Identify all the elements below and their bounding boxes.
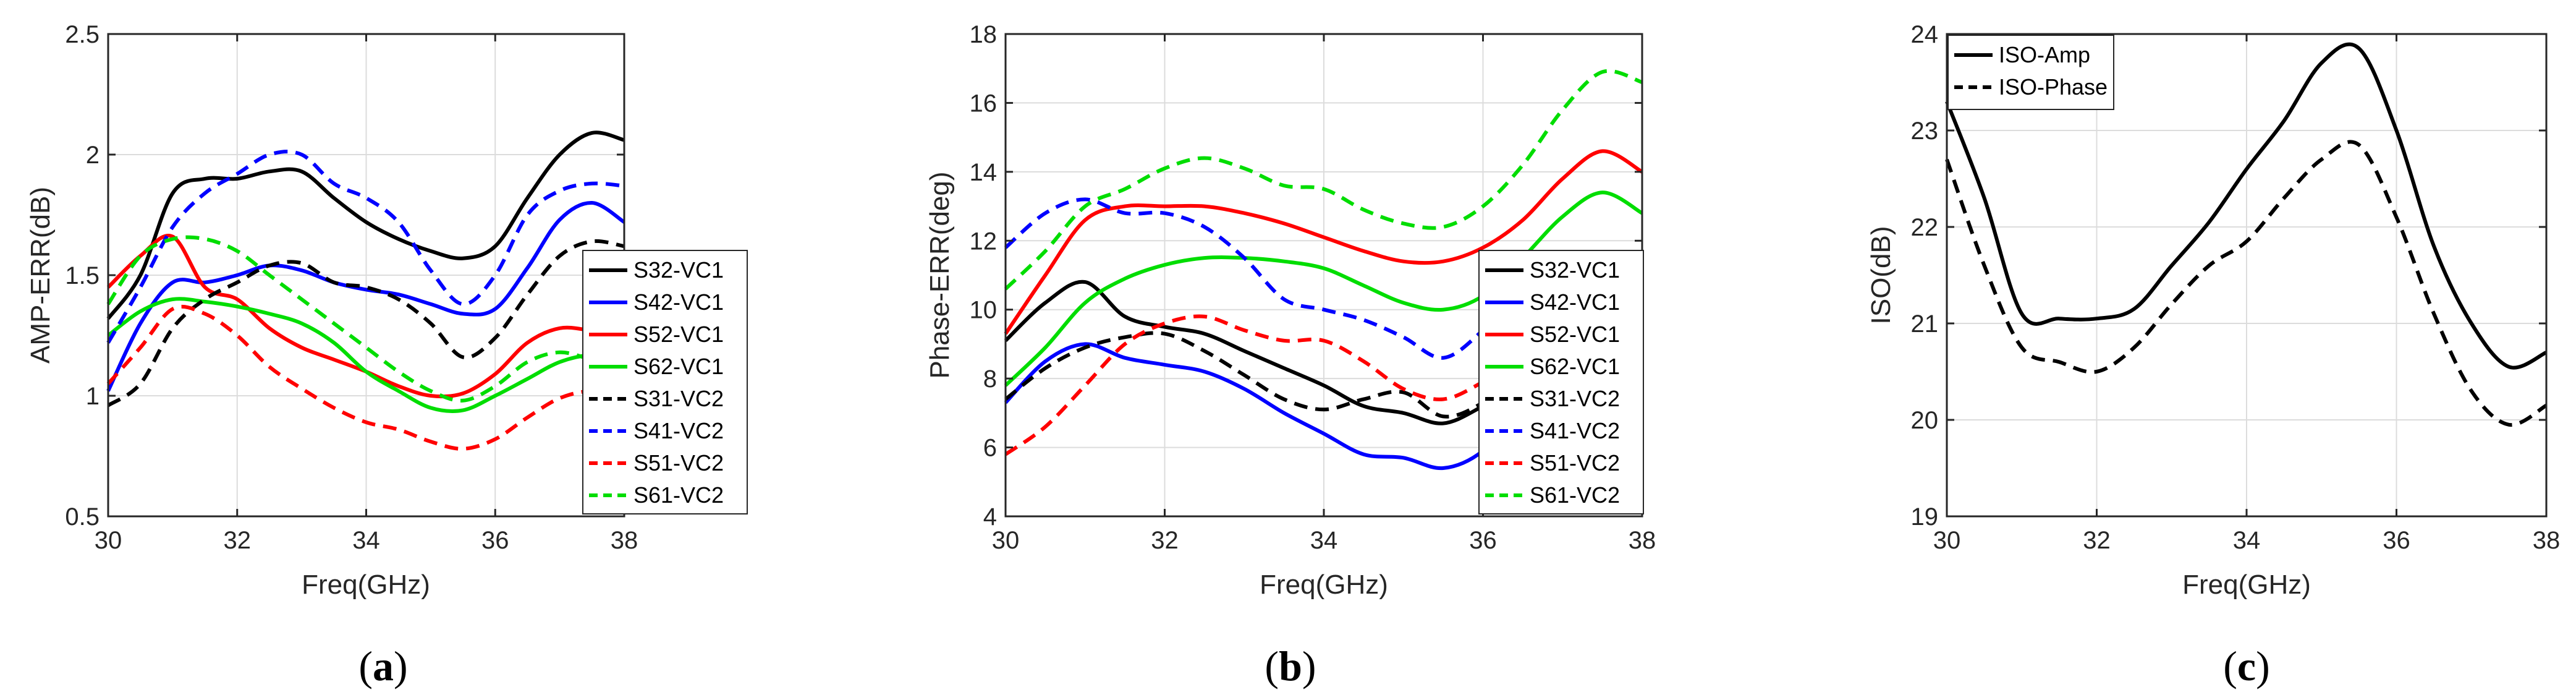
legend-label: S51-VC2 (1530, 450, 1620, 476)
series-lines (106, 130, 625, 451)
y-tick-label: 1 (86, 383, 100, 410)
x-tick-label: 36 (481, 527, 509, 554)
x-tick-label: 30 (1933, 527, 1961, 554)
series-line-s61-vc2 (1004, 69, 1643, 291)
series-line-s51-vc2 (106, 304, 625, 451)
series-line-s41-vc2 (106, 150, 625, 344)
series-line-s31-vc2 (107, 239, 625, 408)
x-axis-label: Freq(GHz) (2182, 570, 2311, 600)
x-tick-label: 38 (1629, 527, 1656, 554)
legend-box (1478, 250, 1644, 514)
panel-caption-b: (b) (1265, 642, 1316, 689)
legend-label: S42-VC1 (633, 289, 724, 315)
legend-box (1947, 35, 2114, 110)
series-line-s32-vc1 (106, 130, 625, 320)
y-tick-label: 18 (970, 21, 998, 48)
y-tick-label: 20 (1911, 407, 1939, 434)
legend-label: S52-VC1 (633, 322, 724, 347)
y-tick-label: 2 (86, 142, 100, 169)
panel-c: 19 20 21 22 23 24 30 32 34 36 38 Freq(GHz) ISO(dB… (1866, 21, 2560, 689)
legend-label: S61-VC2 (1530, 482, 1620, 508)
legend-label: S41-VC2 (1530, 418, 1620, 443)
legend-box (582, 250, 748, 514)
y-tick-label: 21 (1911, 310, 1939, 338)
y-axis-label: Phase-ERR(deg) (925, 171, 955, 378)
legend-label: S42-VC1 (1530, 289, 1620, 315)
y-tick-label: 0.5 (65, 503, 100, 531)
series-line-s62-vc1 (107, 297, 625, 413)
x-tick-label: 32 (224, 527, 252, 554)
panel-b: 4 6 8 10 12 14 16 18 30 32 34 36 38 Freq(GHz) Phase… (925, 21, 1656, 689)
series-line-s61-vc2 (106, 235, 625, 403)
x-tick-label: 34 (1310, 527, 1338, 554)
x-tick-label: 38 (2533, 527, 2561, 554)
x-tick-label: 32 (2083, 527, 2111, 554)
y-axis-label: ISO(dB) (1866, 226, 1896, 325)
panel-caption-letter: b (1279, 642, 1302, 689)
x-tick-label: 30 (992, 527, 1020, 554)
x-tick-labels: 30 32 34 36 38 (992, 527, 1656, 554)
y-tick-label: 22 (1911, 214, 1939, 241)
y-tick-label: 8 (983, 365, 997, 393)
y-tick-label: 6 (983, 435, 997, 462)
legend-label: S32-VC1 (633, 257, 724, 283)
y-tick-labels: 19 20 21 22 23 24 (1911, 21, 1939, 531)
legend: S32-VC1 S42-VC1 S52-VC1 S62-VC1 S31-VC2 S41-V… (1478, 250, 1644, 514)
legend-label: S41-VC2 (633, 418, 724, 443)
legend: S32-VC1 S42-VC1 S52-VC1 S62-VC1 S31-VC2 S41-V… (582, 250, 748, 514)
series-lines (1945, 42, 2548, 427)
y-axis-label: AMP-ERR(dB) (25, 187, 56, 364)
y-tick-label: 2.5 (65, 21, 100, 48)
legend-label: ISO-Phase (1999, 74, 2108, 100)
y-tick-label: 1.5 (65, 262, 100, 289)
legend-label: S61-VC2 (633, 482, 724, 508)
legend-label: ISO-Amp (1999, 42, 2090, 67)
x-axis-label: Freq(GHz) (1260, 570, 1388, 600)
legend-label: S31-VC2 (1530, 386, 1620, 411)
x-tick-label: 34 (2233, 527, 2261, 554)
x-tick-label: 36 (1469, 527, 1497, 554)
series-line-iso-phase (1945, 140, 2548, 427)
legend-label: S51-VC2 (633, 450, 724, 476)
legend-label: S62-VC1 (633, 354, 724, 379)
series-line-s52-vc1 (1004, 149, 1643, 335)
x-tick-labels: 30 32 34 36 38 (95, 527, 638, 554)
series-line-s42-vc1 (106, 200, 625, 392)
panel-caption-letter: c (2237, 642, 2256, 689)
x-tick-label: 30 (95, 527, 122, 554)
legend-label: S62-VC1 (1530, 354, 1620, 379)
panel-a: 0.5 1 1.5 2 2.5 30 32 34 36 38 Freq(GHz) AMP-ERR… (25, 21, 748, 689)
y-tick-label: 10 (970, 297, 998, 324)
panel-caption-a: (a) (358, 642, 407, 689)
y-tick-label: 12 (970, 228, 998, 255)
x-tick-label: 34 (352, 527, 380, 554)
panel-caption-c: (c) (2223, 642, 2270, 689)
x-tick-label: 32 (1151, 527, 1179, 554)
legend: ISO-Amp ISO-Phase (1947, 35, 2114, 110)
legend-label: S31-VC2 (633, 386, 724, 411)
y-tick-label: 23 (1911, 117, 1939, 145)
y-tick-label: 24 (1911, 21, 1939, 48)
x-tick-label: 38 (611, 527, 638, 554)
y-tick-label: 16 (970, 90, 998, 117)
y-tick-label: 19 (1911, 503, 1939, 531)
grid-lines (108, 34, 624, 516)
y-tick-label: 14 (970, 159, 998, 186)
x-tick-label: 36 (2383, 527, 2410, 554)
series-line-s62-vc1 (1004, 190, 1643, 387)
y-tick-label: 4 (983, 503, 997, 531)
y-tick-labels: 4 6 8 10 12 14 16 18 (970, 21, 998, 531)
panel-caption-letter: a (373, 642, 394, 689)
x-tick-labels: 30 32 34 36 38 (1933, 527, 2561, 554)
legend-label: S32-VC1 (1530, 257, 1620, 283)
series-line-iso-amp (1945, 42, 2548, 370)
y-tick-labels: 0.5 1 1.5 2 2.5 (65, 21, 100, 531)
tick-marks (1946, 33, 2548, 518)
legend-label: S52-VC1 (1530, 322, 1620, 347)
x-axis-label: Freq(GHz) (302, 570, 430, 600)
series-line-s52-vc1 (106, 234, 625, 399)
